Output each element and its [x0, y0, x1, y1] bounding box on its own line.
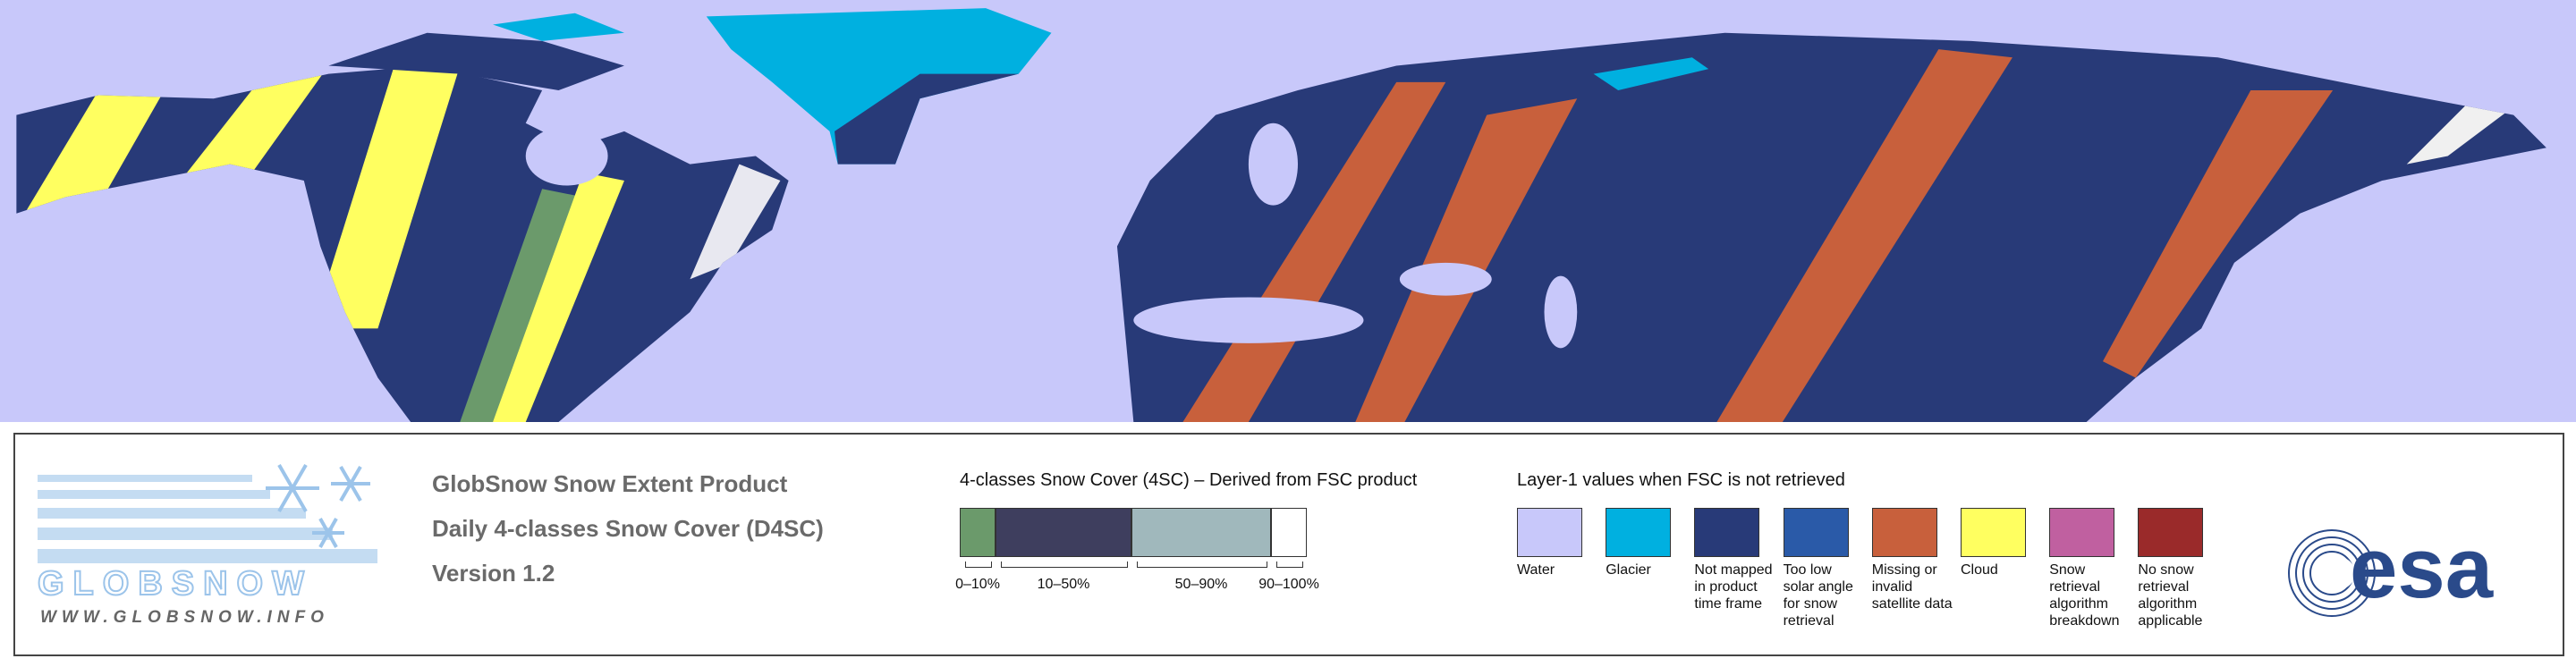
layer1-label: Too low solar angle for snow retrieval [1783, 562, 1853, 629]
layer1-label: No snow retrieval algorithm applicable [2138, 562, 2203, 629]
layer1-label: Not mapped in product time frame [1694, 562, 1773, 612]
class-swatch [1271, 508, 1307, 557]
class-label: 90–100% [1258, 577, 1319, 592]
layer1-swatch [1694, 508, 1760, 557]
class-swatch [996, 508, 1131, 557]
layer1-swatch [1783, 508, 1849, 557]
class-bracket [1137, 561, 1267, 568]
product-line: Daily 4-classes Snow Cover (D4SC) [432, 515, 824, 542]
layer1-swatch [1871, 508, 1937, 557]
snow-map [0, 0, 2576, 422]
layer1-label: Snow retrieval algorithm breakdown [2049, 562, 2120, 629]
class-swatch [1131, 508, 1271, 557]
layer1-label: Missing or invalid satellite data [1871, 562, 1953, 612]
logo-name: GLOBSNOW [37, 564, 313, 604]
legend-graphics [38, 464, 2376, 617]
layer1-swatch [1961, 508, 2026, 557]
layer1-label: Glacier [1606, 562, 1651, 578]
layer1-label: Water [1517, 562, 1555, 578]
snow-cover-title: 4-classes Snow Cover (4SC) – Derived fro… [960, 470, 1418, 490]
class-bracket [1001, 561, 1128, 568]
logo-url: WWW.GLOBSNOW.INFO [40, 608, 329, 627]
layer1-swatch [2049, 508, 2115, 557]
class-label: 10–50% [1037, 577, 1090, 592]
snowflakes [266, 464, 370, 548]
class-label: 50–90% [1174, 577, 1228, 592]
class-swatch [960, 508, 996, 557]
class-label: 0–10% [955, 577, 1000, 592]
product-line: Version 1.2 [432, 560, 555, 587]
logo-stripes [38, 475, 377, 563]
layer1-label: Cloud [1961, 562, 1998, 578]
esa-logo: esa [2350, 520, 2494, 616]
class-bracket [965, 561, 992, 568]
esa-swirl [2288, 529, 2376, 617]
layer1-swatch [2138, 508, 2204, 557]
class-bracket [1276, 561, 1303, 568]
layer1-swatch [1606, 508, 1672, 557]
legend-panel: GLOBSNOW WWW.GLOBSNOW.INFO 4-classes Sno… [13, 433, 2564, 656]
layer1-swatch [1517, 508, 1582, 557]
layer1-title: Layer-1 values when FSC is not retrieved [1517, 470, 1845, 490]
product-line: GlobSnow Snow Extent Product [432, 470, 788, 497]
